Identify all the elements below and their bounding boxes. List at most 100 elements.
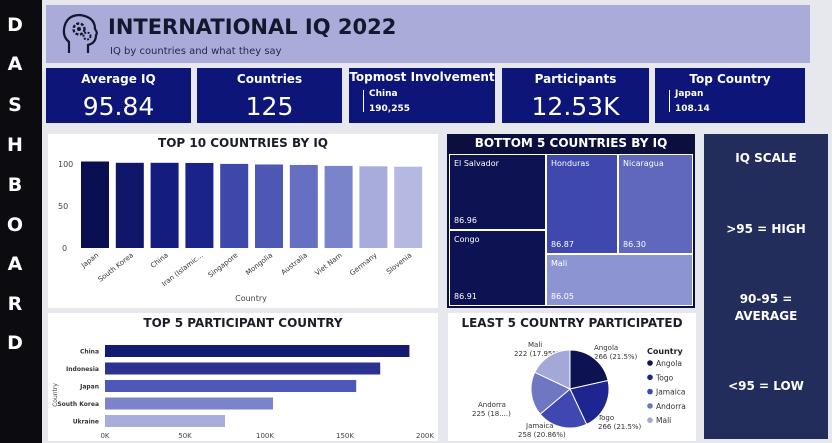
x-axis-label: Country: [235, 294, 267, 303]
kpi-label: Topmost Involvement: [349, 70, 495, 84]
sidebar-letter: D: [7, 14, 23, 36]
pie-slice[interactable]: [569, 349, 609, 390]
legend-swatch: [647, 374, 653, 381]
kpi-average-iq[interactable]: Average IQ 95.84: [46, 68, 191, 123]
pie-value-mali: 222 (17.95%): [514, 350, 562, 358]
page-title: INTERNATIONAL IQ 2022: [108, 15, 397, 39]
legend-title: Country: [647, 347, 684, 356]
kpi-divider: [669, 90, 670, 112]
pie-label-andorra: Andorra: [478, 401, 506, 409]
kpi-divider: [363, 90, 364, 112]
legend-entry: Jamaica: [655, 388, 686, 397]
y-tick-label: China: [80, 349, 99, 356]
kpi-topmost-involvement[interactable]: Topmost Involvement China 190,255: [349, 68, 495, 123]
treemap-cell-mali[interactable]: Mali 86.05: [546, 254, 693, 306]
bar[interactable]: [105, 380, 357, 392]
pie-slice[interactable]: [530, 371, 571, 415]
top5-hbar-chart: Country China Indonesia Japan South Korea Uk…: [52, 345, 434, 440]
x-tick-label: Slovenia: [385, 251, 413, 276]
iq-scale-average-line1: 90-95 =: [739, 292, 793, 306]
pie-slice[interactable]: [534, 349, 571, 390]
x-tick-label: 50K: [178, 432, 192, 440]
x-tick-label: 150K: [336, 432, 354, 440]
legend-entry: Togo: [655, 373, 674, 382]
kpi-value: 108.14: [675, 104, 710, 114]
kpi-participants[interactable]: Participants 12.53K: [502, 68, 649, 123]
top10-chart-card[interactable]: TOP 10 COUNTRIES BY IQ 100 50 0 Country …: [48, 134, 438, 308]
bar[interactable]: [105, 362, 381, 375]
sidebar-letter: A: [7, 253, 23, 275]
pie-value-andorra: 225 (18....): [472, 410, 511, 418]
iq-scale-average-line2: AVERAGE: [734, 309, 798, 323]
legend-swatch: [647, 417, 653, 423]
x-tick-label: South Korea: [97, 251, 135, 283]
treemap-cell-nicaragua[interactable]: Nicaragua 86.30: [618, 154, 693, 254]
pie-label-angola: Angola: [594, 344, 618, 352]
y-tick-label: 100: [58, 160, 73, 169]
chart-title: LEAST 5 COUNTRY PARTICIPATED: [461, 316, 683, 330]
kpi-value: 95.84: [82, 92, 155, 121]
iq-scale-high: >95 = HIGH: [726, 222, 806, 236]
sidebar-letter: D: [7, 332, 23, 354]
bar[interactable]: [394, 166, 423, 248]
kpi-label: Top Country: [689, 72, 771, 86]
kpi-countries[interactable]: Countries 125: [197, 68, 342, 123]
sidebar-letter: R: [7, 293, 23, 315]
bar[interactable]: [105, 415, 225, 427]
pie-slice[interactable]: [569, 379, 610, 425]
chart-title: TOP 5 PARTICIPANT COUNTRY: [143, 316, 343, 330]
treemap-cell-name: Nicaragua: [623, 159, 664, 168]
bar[interactable]: [324, 165, 353, 248]
pie-value-angola: 266 (21.5%): [594, 353, 638, 361]
pie-label-togo: Togo: [597, 414, 614, 422]
y-tick-label: Ukraine: [73, 419, 99, 426]
treemap-cell-name: Honduras: [551, 159, 590, 168]
y-tick-label: 50: [58, 202, 68, 211]
pie-slice[interactable]: [539, 388, 588, 429]
chart-title: TOP 10 COUNTRIES BY IQ: [158, 136, 328, 150]
kpi-label: Countries: [236, 72, 303, 86]
header-banner: INTERNATIONAL IQ 2022 IQ by countries an…: [46, 5, 810, 63]
bottom5-treemap-card[interactable]: BOTTOM 5 COUNTRIES BY IQ El Salvador 86.…: [447, 134, 695, 308]
kpi-country: China: [369, 89, 398, 99]
bar[interactable]: [220, 163, 249, 248]
treemap-cell-congo[interactable]: Congo 86.91: [449, 230, 546, 306]
x-tick-label: 100K: [256, 432, 274, 440]
bar[interactable]: [185, 162, 214, 248]
bar[interactable]: [289, 164, 318, 248]
treemap-cell-name: El Salvador: [454, 159, 499, 168]
iq-scale-title: IQ SCALE: [735, 151, 797, 165]
least5-pie-card[interactable]: LEAST 5 COUNTRY PARTICIPATED Mali 222 (1…: [448, 313, 696, 441]
x-tick-label: China: [149, 251, 170, 270]
bar[interactable]: [81, 161, 109, 248]
x-tick-label: Singapore: [207, 251, 240, 279]
top5-participant-card[interactable]: TOP 5 PARTICIPANT COUNTRY Country China I…: [48, 313, 438, 441]
bar[interactable]: [150, 162, 179, 248]
bar[interactable]: [115, 162, 144, 248]
bar[interactable]: [105, 397, 273, 410]
x-tick-label: 200K: [416, 432, 434, 440]
head-gears-icon: [62, 13, 98, 53]
bar[interactable]: [359, 166, 388, 248]
legend-entry: Andorra: [656, 402, 686, 411]
treemap-cell-value: 86.91: [454, 292, 477, 301]
y-tick-label: Japan: [79, 384, 99, 391]
iq-scale-low: <95 = LOW: [728, 379, 804, 393]
legend-swatch: [647, 360, 653, 366]
treemap-cell-name: Congo: [454, 235, 480, 244]
kpi-country: Japan: [675, 89, 704, 99]
treemap-cell-el-salvador[interactable]: El Salvador 86.96: [449, 154, 546, 230]
kpi-value: 190,255: [369, 104, 410, 114]
bar[interactable]: [105, 345, 410, 357]
treemap-cell-value: 86.87: [551, 240, 574, 249]
treemap-cell-value: 86.05: [551, 292, 574, 301]
y-tick-label: Indonesia: [66, 366, 99, 373]
kpi-value: 125: [245, 92, 294, 121]
treemap-cell-honduras[interactable]: Honduras 86.87: [546, 154, 618, 254]
sidebar-letter: O: [6, 214, 24, 236]
kpi-label: Participants: [534, 72, 617, 86]
legend-swatch: [647, 388, 653, 395]
kpi-top-country[interactable]: Top Country Japan 108.14: [655, 68, 805, 123]
bar[interactable]: [255, 164, 283, 248]
